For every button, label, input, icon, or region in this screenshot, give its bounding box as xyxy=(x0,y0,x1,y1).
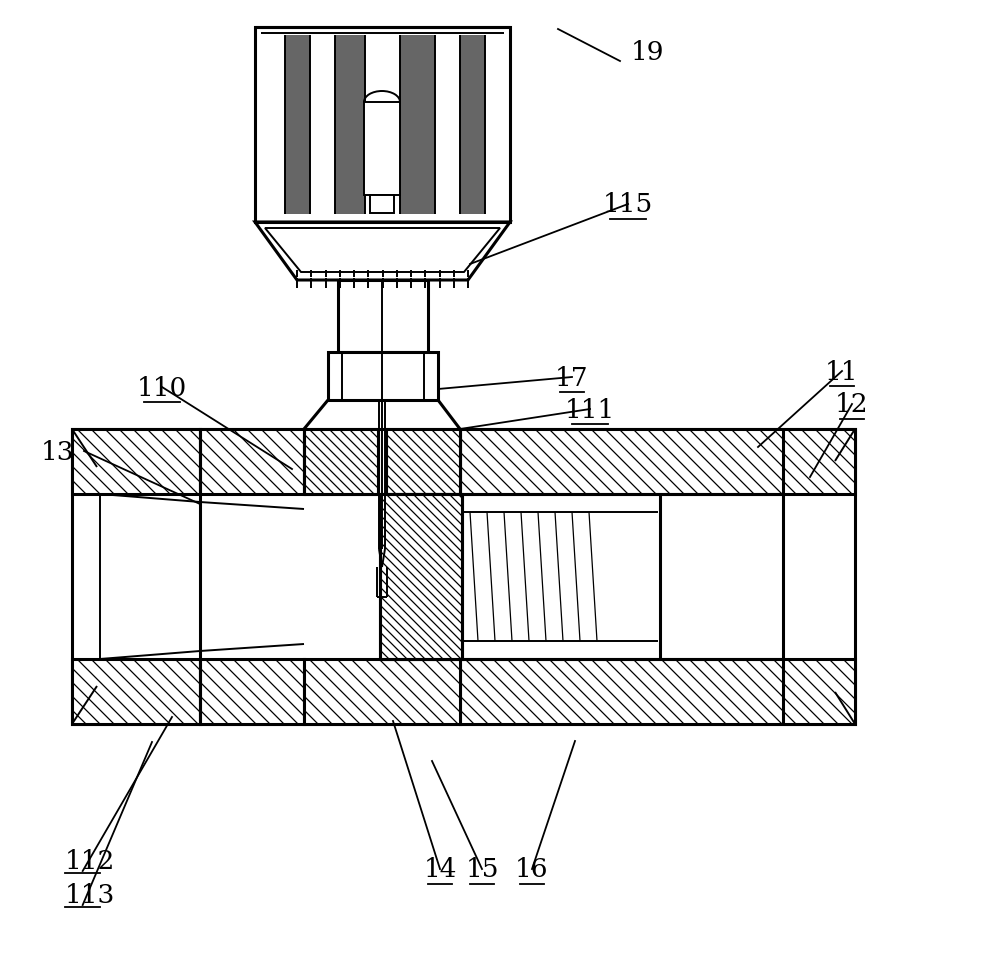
Text: 113: 113 xyxy=(65,882,115,908)
Text: 112: 112 xyxy=(65,849,115,873)
Bar xyxy=(370,196,394,214)
Polygon shape xyxy=(255,223,510,281)
Bar xyxy=(255,28,510,223)
Text: 12: 12 xyxy=(835,392,869,417)
Bar xyxy=(380,495,462,659)
Text: 11: 11 xyxy=(825,359,859,384)
Bar xyxy=(285,36,310,215)
Text: 13: 13 xyxy=(41,439,75,464)
Bar xyxy=(460,36,485,215)
Bar xyxy=(460,429,855,495)
Bar xyxy=(72,429,200,495)
Bar xyxy=(304,429,378,495)
Bar xyxy=(200,429,304,495)
Text: 17: 17 xyxy=(555,365,589,390)
Text: 15: 15 xyxy=(465,857,499,881)
Bar xyxy=(386,429,460,495)
Bar xyxy=(335,36,365,215)
Bar xyxy=(72,429,855,725)
Text: 110: 110 xyxy=(137,376,187,400)
Bar xyxy=(364,103,400,196)
Text: 111: 111 xyxy=(565,397,615,422)
Bar xyxy=(400,36,435,215)
Text: 19: 19 xyxy=(631,39,665,65)
Text: 14: 14 xyxy=(423,857,457,881)
Bar xyxy=(72,659,200,725)
Bar xyxy=(304,659,460,725)
Bar xyxy=(200,659,304,725)
Text: 16: 16 xyxy=(515,857,549,881)
Bar xyxy=(460,659,855,725)
Text: 115: 115 xyxy=(603,193,653,217)
Bar xyxy=(338,281,428,353)
Bar xyxy=(328,353,438,401)
